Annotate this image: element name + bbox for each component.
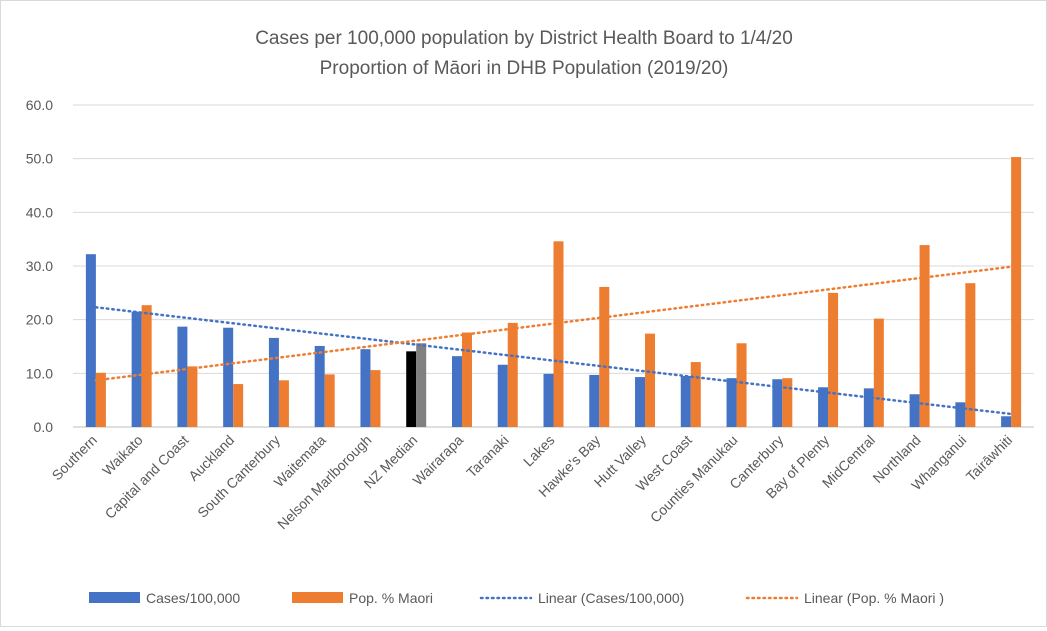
bar <box>599 286 610 427</box>
bar <box>416 343 427 427</box>
trendlines <box>94 265 1013 416</box>
y-tick-label: 30.0 <box>26 258 53 274</box>
legend: Cases/100,000 Pop. % Maori Linear (Cases/1… <box>89 590 944 606</box>
bar <box>141 305 152 427</box>
bar <box>680 376 691 427</box>
bar <box>736 343 747 427</box>
bar <box>451 356 462 427</box>
bar <box>187 366 198 427</box>
x-tick-label: South Canterbury <box>194 432 283 521</box>
chart-subtitle: Proportion of Māori in DHB Population (2… <box>320 58 729 79</box>
bar <box>95 372 106 427</box>
y-tick-label: 10.0 <box>26 365 53 381</box>
bars <box>85 157 1022 427</box>
trendline <box>94 306 1013 416</box>
bar <box>1011 157 1022 427</box>
y-tick-label: 0.0 <box>34 419 54 435</box>
legend-swatch <box>292 592 343 603</box>
bar <box>645 333 656 427</box>
legend-swatch <box>89 592 140 603</box>
bar <box>543 373 554 427</box>
bar <box>268 337 279 427</box>
bar <box>131 311 142 427</box>
bar <box>863 388 874 427</box>
x-tick-label: Capital and Coast <box>102 432 192 522</box>
x-tick-label: Taranaki <box>463 432 512 481</box>
bar <box>818 387 829 427</box>
bar <box>772 379 783 427</box>
bar <box>726 378 737 427</box>
bar <box>635 377 646 427</box>
bar <box>919 245 930 427</box>
chart-title: Cases per 100,000 population by District… <box>255 28 793 49</box>
y-tick-label: 50.0 <box>26 151 53 167</box>
bar <box>370 370 381 427</box>
bar <box>461 332 472 427</box>
legend-label: Linear (Cases/100,000) <box>538 590 684 606</box>
y-tick-label: 40.0 <box>26 204 53 220</box>
bar <box>324 374 335 427</box>
x-tick-label: Southern <box>49 432 100 483</box>
bar <box>828 292 839 427</box>
bar <box>278 380 289 427</box>
x-tick-label: Tairāwhiti <box>963 432 1016 485</box>
legend-label: Cases/100,000 <box>146 590 240 606</box>
y-tick-label: 60.0 <box>26 97 53 113</box>
bar <box>497 364 508 427</box>
legend-label: Linear (Pop. % Maori ) <box>804 590 944 606</box>
x-tick-label: Lakes <box>520 432 558 470</box>
bar <box>507 322 518 427</box>
x-tick-label: Counties Manukau <box>647 432 741 526</box>
y-axis: 0.0 10.0 20.0 30.0 40.0 50.0 60.0 <box>26 97 53 435</box>
y-tick-label: 20.0 <box>26 312 53 328</box>
bar <box>1001 416 1012 427</box>
x-tick-label: Wairarapa <box>409 432 466 489</box>
bar <box>690 362 701 427</box>
bar <box>553 241 564 427</box>
bar <box>955 402 966 427</box>
legend-label: Pop. % Maori <box>349 590 433 606</box>
bar <box>314 345 325 427</box>
bar <box>909 394 920 427</box>
x-tick-label: Waikato <box>99 432 146 479</box>
bar <box>85 254 96 427</box>
bar <box>177 326 188 427</box>
bar <box>589 374 600 427</box>
bar <box>873 318 884 427</box>
bar <box>360 349 371 427</box>
bar <box>406 351 417 427</box>
bar <box>782 378 793 427</box>
bar <box>965 283 976 427</box>
bar <box>233 384 244 427</box>
trendline <box>94 265 1013 382</box>
bar <box>223 327 234 427</box>
